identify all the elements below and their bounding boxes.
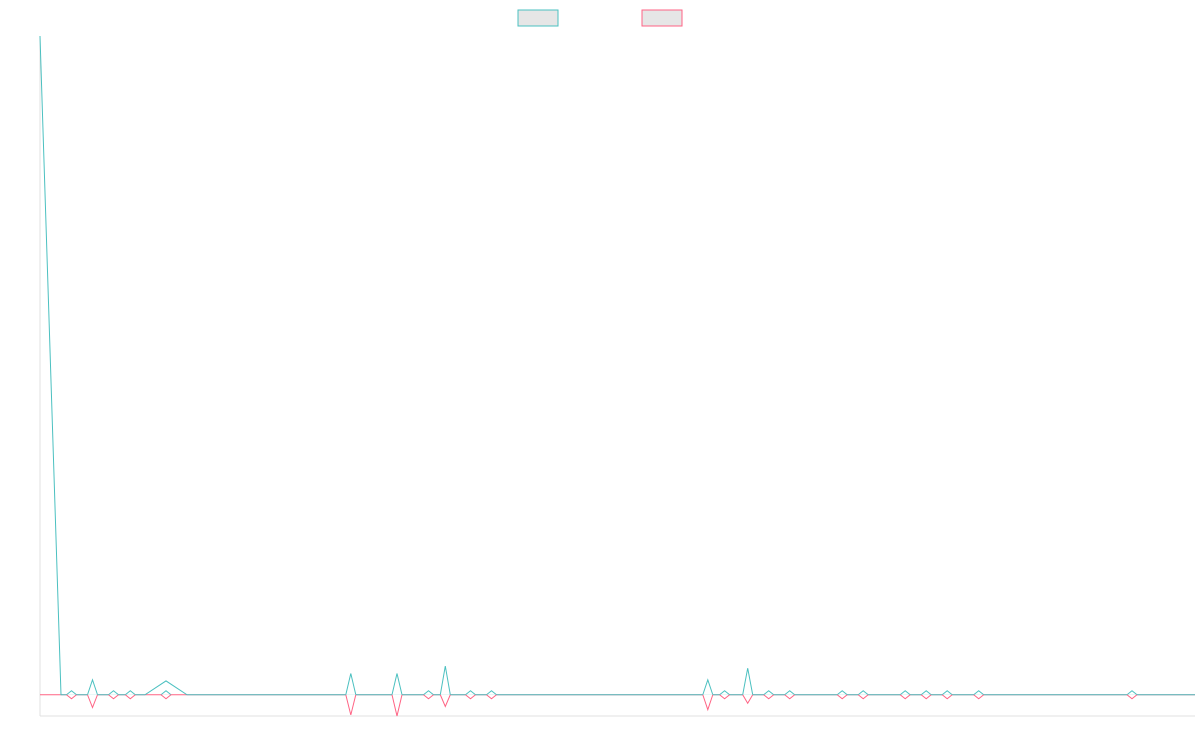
- marker-lower-16: [784, 694, 796, 700]
- marker-lower-5: [160, 694, 172, 700]
- marker-upper-21: [941, 690, 953, 696]
- marker-lower-14: [742, 694, 754, 705]
- marker-lower-12: [702, 694, 714, 712]
- marker-lower-10: [465, 694, 476, 700]
- marker-lower-1: [66, 694, 77, 700]
- marker-upper-3: [108, 690, 119, 696]
- markers-group: [66, 665, 1138, 717]
- marker-lower-8: [423, 694, 434, 700]
- legend: [517, 9, 683, 27]
- marker-upper-1: [66, 690, 77, 696]
- series-line-1: [39, 35, 1195, 696]
- marker-upper-15: [763, 690, 775, 696]
- marker-lower-18: [857, 694, 869, 700]
- marker-upper-12: [702, 678, 714, 695]
- marker-upper-5: [160, 690, 172, 696]
- marker-upper-6: [345, 673, 357, 695]
- marker-upper-16: [784, 690, 796, 696]
- marker-lower-21: [941, 694, 953, 700]
- marker-upper-10: [465, 690, 476, 696]
- marker-lower-3: [108, 694, 119, 700]
- marker-lower-2: [87, 694, 98, 709]
- marker-lower-4: [124, 694, 136, 700]
- marker-upper-11: [486, 690, 497, 696]
- marker-lower-9: [439, 694, 451, 708]
- marker-upper-19: [899, 690, 911, 696]
- marker-lower-7: [391, 694, 403, 717]
- marker-upper-20: [920, 690, 932, 696]
- marker-lower-11: [486, 694, 497, 700]
- marker-lower-19: [899, 694, 911, 700]
- marker-upper-13: [719, 690, 730, 696]
- marker-upper-22: [973, 690, 985, 696]
- marker-lower-15: [763, 694, 775, 700]
- marker-lower-13: [719, 694, 730, 700]
- legend-swatch-2: [641, 9, 683, 27]
- marker-upper-8: [423, 690, 434, 696]
- series-group: [39, 35, 1195, 696]
- marker-lower-22: [973, 694, 985, 700]
- axes: [39, 36, 1195, 717]
- marker-lower-17: [836, 694, 848, 700]
- marker-lower-20: [920, 694, 932, 700]
- marker-upper-4: [124, 690, 136, 696]
- marker-upper-9: [439, 665, 451, 695]
- marker-lower-6: [345, 694, 357, 716]
- marker-upper-23: [1126, 690, 1138, 696]
- marker-upper-18: [857, 690, 869, 696]
- marker-upper-2: [87, 678, 98, 695]
- marker-upper-17: [836, 690, 848, 696]
- legend-swatch-1: [517, 9, 559, 27]
- marker-lower-23: [1126, 694, 1138, 700]
- marker-upper-14: [742, 668, 754, 695]
- marker-upper-7: [391, 673, 403, 695]
